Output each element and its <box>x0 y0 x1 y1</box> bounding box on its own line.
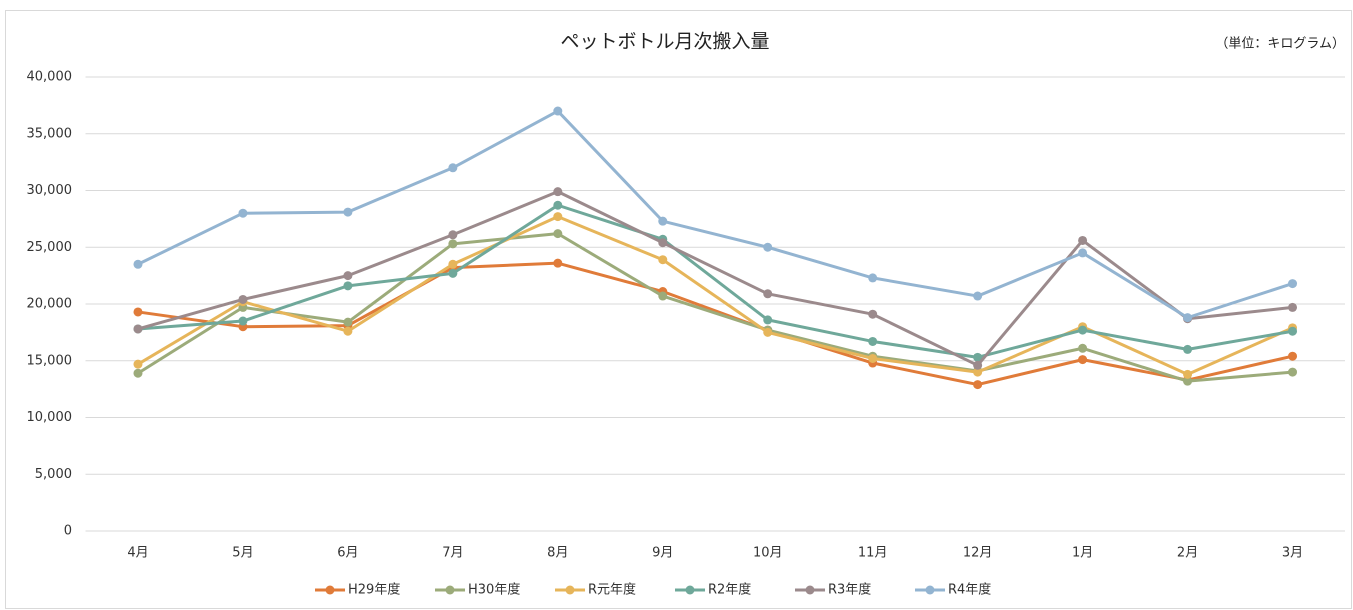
legend-label: H29年度 <box>348 582 400 598</box>
series-line <box>137 109 1293 320</box>
data-point <box>1288 326 1298 336</box>
data-point <box>553 229 563 239</box>
data-point <box>868 353 878 363</box>
x-tick-label: 5月 <box>232 546 253 561</box>
y-tick-label: 10,000 <box>27 410 73 425</box>
legend-marker <box>805 585 815 595</box>
data-point <box>973 291 983 301</box>
data-point <box>658 216 668 226</box>
data-point <box>238 294 248 304</box>
data-point <box>553 258 563 268</box>
data-point <box>868 273 878 283</box>
data-point <box>1183 376 1193 386</box>
legend-label: R元年度 <box>588 582 636 598</box>
y-tick-label: 5,000 <box>35 467 72 482</box>
legend-marker <box>325 585 335 595</box>
data-point <box>448 163 458 173</box>
data-point <box>133 259 143 269</box>
x-tick-label: 8月 <box>547 546 568 561</box>
data-point <box>763 327 773 337</box>
y-tick-label: 0 <box>64 524 72 539</box>
data-point <box>658 238 668 248</box>
data-point <box>973 367 983 377</box>
data-point <box>553 200 563 210</box>
data-point <box>1288 302 1298 312</box>
data-point <box>1183 369 1193 379</box>
x-tick-label: 11月 <box>858 546 888 561</box>
legend-label: R3年度 <box>828 582 871 598</box>
data-point <box>1288 351 1298 361</box>
y-tick-label: 15,000 <box>27 353 73 368</box>
unit-label: （単位：キログラム） <box>1215 36 1345 52</box>
data-point <box>973 352 983 362</box>
data-point <box>343 281 353 291</box>
x-tick-label: 7月 <box>442 546 463 561</box>
chart-title: ペットボトル月次搬入量 <box>560 31 769 53</box>
data-point <box>238 208 248 218</box>
data-point <box>973 360 983 370</box>
series-line <box>137 203 1293 359</box>
y-tick-label: 30,000 <box>27 183 73 198</box>
legend-label: H30年度 <box>468 582 520 598</box>
data-point <box>1288 367 1298 377</box>
data-point <box>553 212 563 222</box>
legend-label: R4年度 <box>948 582 991 598</box>
data-point <box>1078 343 1088 353</box>
x-tick-label: 6月 <box>337 546 358 561</box>
series-line <box>137 232 1293 383</box>
x-tick-label: 4月 <box>127 546 148 561</box>
data-point <box>133 324 143 334</box>
data-point <box>448 239 458 249</box>
data-point <box>133 307 143 317</box>
data-point <box>1078 248 1088 258</box>
x-tick-label: 2月 <box>1177 546 1198 561</box>
y-tick-label: 35,000 <box>27 126 73 141</box>
data-point <box>658 291 668 301</box>
x-tick-label: 10月 <box>753 546 783 561</box>
data-point <box>1078 325 1088 335</box>
series-line <box>137 190 1293 367</box>
data-point <box>553 187 563 197</box>
data-point <box>763 289 773 299</box>
data-point <box>133 359 143 369</box>
data-point <box>448 230 458 240</box>
x-tick-label: 3月 <box>1282 546 1303 561</box>
data-point <box>343 317 353 327</box>
data-point <box>658 255 668 265</box>
data-point <box>553 106 563 116</box>
legend-marker <box>565 585 575 595</box>
data-point <box>448 259 458 269</box>
data-point <box>448 268 458 278</box>
x-tick-label: 9月 <box>652 546 673 561</box>
data-point <box>238 316 248 326</box>
data-point <box>133 368 143 378</box>
data-point <box>868 336 878 346</box>
data-point <box>343 207 353 217</box>
data-point <box>1078 355 1088 365</box>
y-tick-label: 25,000 <box>27 240 73 255</box>
legend-marker <box>445 585 455 595</box>
data-point <box>1183 313 1193 323</box>
data-point <box>343 271 353 281</box>
x-tick-label: 12月 <box>963 546 993 561</box>
data-point <box>868 309 878 319</box>
legend-label: R2年度 <box>708 582 751 598</box>
data-point <box>343 326 353 336</box>
data-point <box>973 380 983 390</box>
legend-marker <box>685 585 695 595</box>
data-point <box>763 315 773 325</box>
data-point <box>1288 279 1298 289</box>
y-tick-label: 20,000 <box>27 297 73 312</box>
data-point <box>763 242 773 252</box>
legend-marker <box>925 585 935 595</box>
data-point <box>1183 344 1193 354</box>
data-point <box>1078 235 1088 245</box>
y-tick-label: 40,000 <box>27 70 73 85</box>
x-tick-label: 1月 <box>1072 546 1093 561</box>
